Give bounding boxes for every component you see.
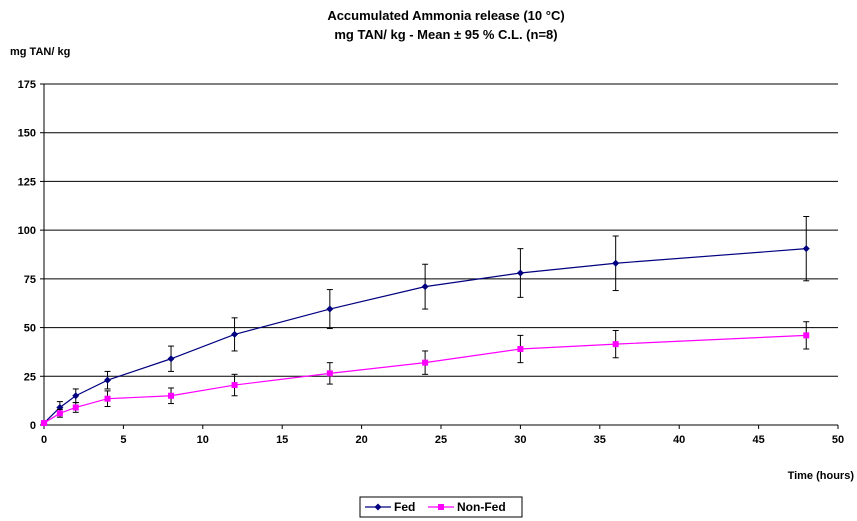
x-tick-label-40: 40 [673,434,685,446]
series-layer [40,216,810,427]
point-fed-6 [326,305,334,313]
x-tick-label-15: 15 [276,434,288,446]
x-tick-labels: 0 5 10 15 20 25 30 35 40 45 50 [41,434,844,446]
chart-title: Accumulated Ammonia release (10 °C) [327,8,564,23]
y-tick-label-50: 50 [24,323,36,335]
point-fed-10 [802,245,810,253]
point-non-fed-1 [56,410,63,417]
x-tick-label-10: 10 [197,434,209,446]
point-fed-7 [421,283,429,291]
axes [40,83,839,429]
x-tick-label-25: 25 [435,434,447,446]
x-tick-label-50: 50 [832,434,844,446]
point-non-fed-0 [41,420,47,427]
x-tick-label-35: 35 [594,434,606,446]
gridlines [44,83,838,377]
chart-subtitle: mg TAN/ kg - Mean ± 95 % C.L. (n=8) [334,27,557,42]
y-tick-label-125: 125 [18,176,36,188]
point-fed-3 [104,376,112,384]
y-tick-label-0: 0 [30,420,36,432]
series-line-non-fed [43,334,807,424]
x-tick-label-0: 0 [41,434,47,446]
point-fed-4 [167,355,175,363]
x-tick-label-45: 45 [752,434,764,446]
legend-marker-nonfed [438,504,444,510]
point-non-fed-2 [72,404,79,411]
y-tick-label-150: 150 [18,128,36,140]
x-tick-label-30: 30 [514,434,526,446]
legend-marker-fed [374,503,382,511]
point-non-fed-6 [326,370,333,377]
point-fed-5 [231,330,239,338]
point-non-fed-5 [231,382,238,389]
y-tick-label-75: 75 [24,274,36,286]
series-non-fed [41,321,810,427]
point-fed-9 [612,259,620,267]
point-non-fed-3 [104,395,111,402]
point-non-fed-4 [168,392,175,399]
legend-label-fed: Fed [394,500,415,514]
legend-label-nonfed: Non-Fed [457,500,506,514]
x-axis-label: Time (hours) [788,470,855,482]
point-fed-8 [516,269,524,277]
point-fed-2 [72,392,80,400]
point-non-fed-8 [517,346,524,353]
x-tick-label-5: 5 [120,434,126,446]
y-tick-label-175: 175 [18,79,36,91]
legend: Fed Non-Fed [359,496,523,518]
y-tick-label-100: 100 [18,225,36,237]
point-non-fed-9 [612,341,619,348]
y-tick-label-25: 25 [24,371,36,383]
y-axis-label: mg TAN/ kg [10,46,70,58]
x-tick-label-20: 20 [355,434,367,446]
y-tick-labels: 0 25 50 75 100 125 150 175 [18,79,36,432]
point-non-fed-10 [803,332,810,339]
point-non-fed-7 [422,359,429,366]
series-fed [40,216,810,427]
